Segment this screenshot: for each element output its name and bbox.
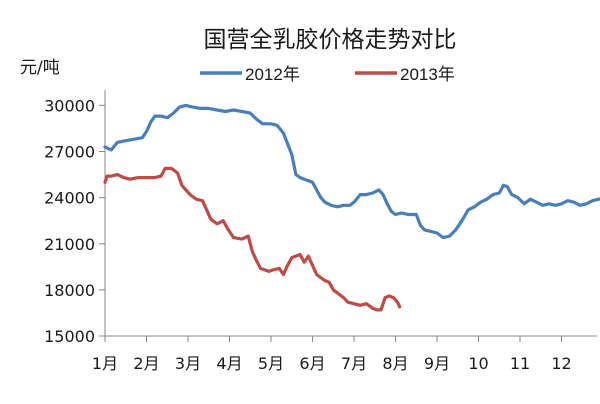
series-line-2 <box>103 166 402 312</box>
axes: 15000 18000 21000 24000 27000 30000 1月 2月 3月 4月 5月… <box>44 90 597 373</box>
y-tick-label: 27000 <box>44 143 95 162</box>
x-tick-label: 10 <box>468 354 488 373</box>
x-tick-label: 7月 <box>341 354 367 373</box>
legend: 2012年 2013年 <box>200 65 455 84</box>
x-tick-label: 9月 <box>424 354 450 373</box>
y-tick-label: 30000 <box>44 96 95 115</box>
x-tick-label: 12 <box>551 354 571 373</box>
x-tick-label: 8月 <box>382 354 408 373</box>
y-tick-label: 18000 <box>44 281 95 300</box>
x-tick-label: 2月 <box>133 354 159 373</box>
y-tick-label: 21000 <box>44 235 95 254</box>
x-tick-label: 6月 <box>299 354 325 373</box>
x-tick-label: 5月 <box>258 354 284 373</box>
x-tick-label: 3月 <box>175 354 201 373</box>
y-tick-label: 15000 <box>44 327 95 346</box>
legend-label-1: 2012年 <box>245 65 300 84</box>
x-tick-label: 4月 <box>216 354 242 373</box>
chart-title: 国营全乳胶价格走势对比 <box>204 27 457 53</box>
plot-area <box>103 103 600 312</box>
y-axis-unit-label: 元/吨 <box>20 58 60 78</box>
series-line-1 <box>103 103 600 240</box>
y-tick-label: 24000 <box>44 189 95 208</box>
legend-label-2: 2013年 <box>400 65 455 84</box>
x-tick-label: 1月 <box>92 354 118 373</box>
x-tick-label: 11 <box>510 354 530 373</box>
